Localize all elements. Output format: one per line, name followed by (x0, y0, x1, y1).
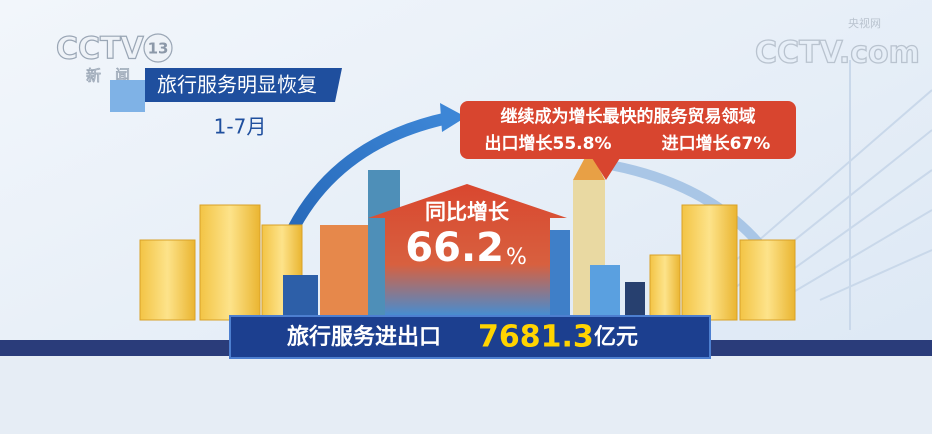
logo-number: 13 (148, 40, 169, 58)
highlight-label: 同比增长 (425, 200, 510, 224)
floor (0, 356, 932, 434)
arc-arrow (440, 103, 466, 132)
callout-box (460, 101, 796, 159)
buildings (283, 150, 645, 320)
callout-import: 进口增长67% (662, 133, 771, 154)
callout-export: 出口增长55.8% (485, 133, 612, 154)
logo-channel: CCTV (56, 32, 144, 67)
title-accent (110, 80, 145, 112)
title-tab (145, 68, 342, 102)
highlight-value: 66.2 (405, 225, 504, 271)
coin-stacks (139, 204, 796, 321)
logo-badge (143, 33, 173, 63)
callout-headline: 继续成为增长最快的服务贸易领域 (501, 106, 756, 127)
total-bar (229, 315, 711, 359)
title: 旅行服务明显恢复 (157, 73, 317, 97)
growth-house (368, 184, 567, 318)
total-label: 旅行服务进出口 (287, 324, 441, 350)
total-value: 7681.3 (478, 320, 594, 355)
period: 1-7月 (214, 115, 267, 139)
total-unit: 亿元 (594, 325, 638, 350)
callout-pointer (592, 158, 620, 180)
highlight-unit: % (506, 245, 527, 270)
watermark-name: 央视网 (848, 16, 881, 30)
watermark-site: CCTV.com (755, 36, 920, 71)
